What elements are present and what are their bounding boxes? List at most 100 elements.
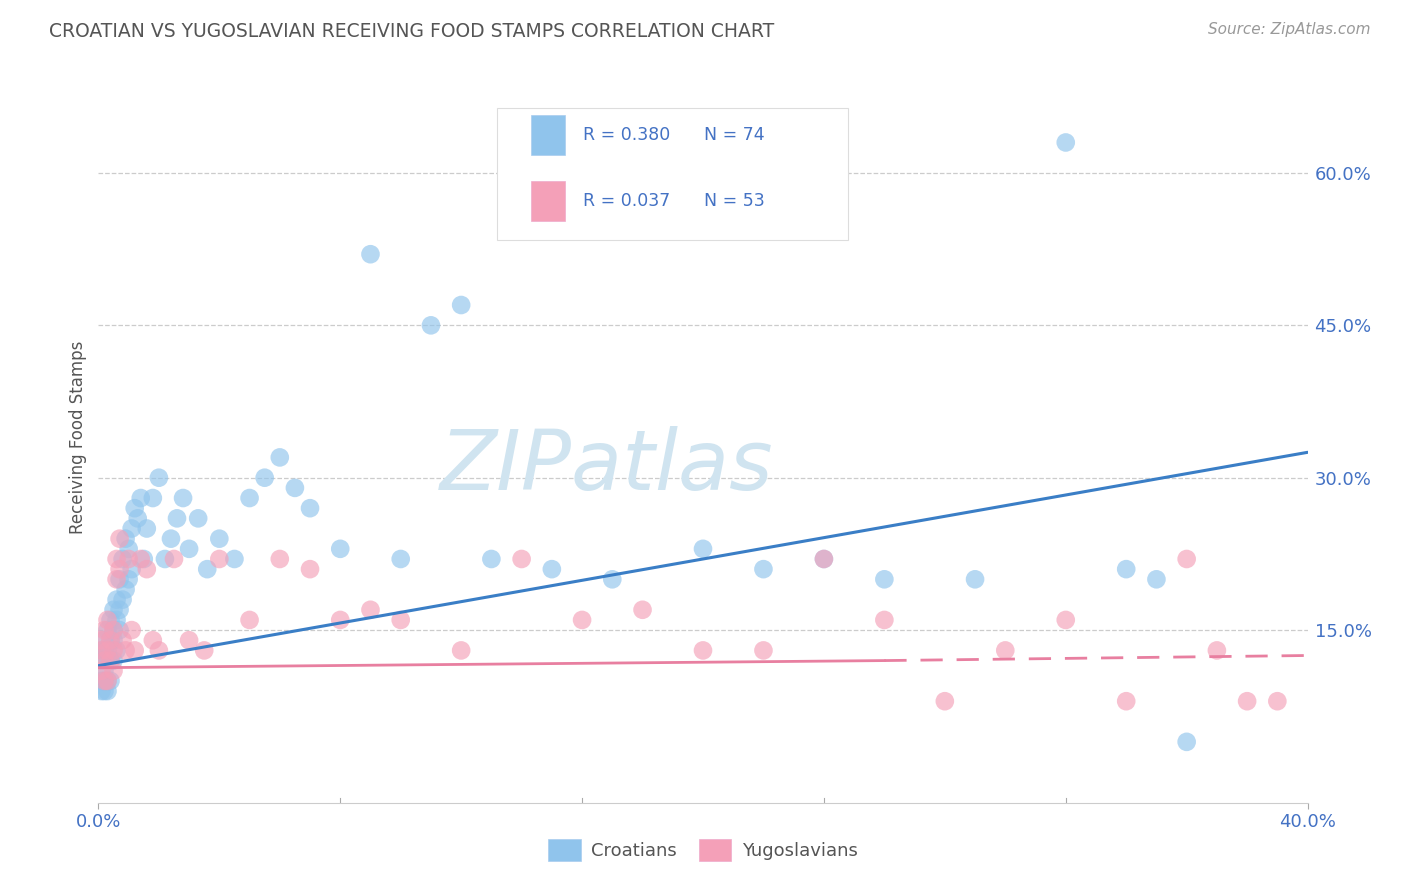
FancyBboxPatch shape [531,181,565,221]
Point [121,562,143,576]
Point [100,613,122,627]
Point [1175,735,1198,749]
Point [105,592,128,607]
Point [111,552,134,566]
Point [103,623,125,637]
Point [179,633,201,648]
Point [93,654,115,668]
Text: N = 53: N = 53 [704,192,765,211]
Point [148,643,170,657]
Point [187,511,209,525]
Point [90,684,112,698]
Point [148,471,170,485]
Point [90,673,112,688]
Point [360,603,382,617]
Point [389,613,412,627]
Point [103,623,125,637]
Point [602,572,624,586]
Point [195,562,218,576]
Point [129,552,152,566]
Point [129,491,152,505]
Point [96,673,118,688]
Point [510,552,533,566]
Point [1115,562,1137,576]
Point [96,684,118,698]
Point [450,643,472,657]
Point [103,643,125,657]
Point [239,491,262,505]
Point [108,562,131,576]
Point [450,298,472,312]
Point [96,643,118,657]
Point [105,552,128,566]
Point [208,532,231,546]
Point [103,664,125,678]
Point [114,643,136,657]
Legend: Croatians, Yugoslavians: Croatians, Yugoslavians [543,834,863,867]
Point [100,633,122,648]
Point [93,673,115,688]
Point [160,532,183,546]
Point [111,633,134,648]
Point [269,552,291,566]
Point [1206,643,1229,657]
Point [90,664,112,678]
Point [118,572,141,586]
Point [284,481,307,495]
Point [153,552,176,566]
Point [172,491,194,505]
Point [108,603,131,617]
Point [994,643,1017,657]
Point [193,643,215,657]
Point [108,623,131,637]
Point [111,592,134,607]
Point [103,654,125,668]
Point [269,450,291,465]
Point [100,654,122,668]
Point [96,643,118,657]
Point [179,541,201,556]
Point [135,521,157,535]
Point [692,541,714,556]
Point [118,552,141,566]
Point [90,654,112,668]
Point [299,501,322,516]
Point [813,552,835,566]
Point [93,643,115,657]
Point [118,541,141,556]
Point [360,247,382,261]
Point [93,633,115,648]
Point [813,552,835,566]
Text: CROATIAN VS YUGOSLAVIAN RECEIVING FOOD STAMPS CORRELATION CHART: CROATIAN VS YUGOSLAVIAN RECEIVING FOOD S… [49,22,775,41]
Point [90,643,112,657]
Point [108,572,131,586]
Point [93,673,115,688]
Point [100,633,122,648]
Point [1115,694,1137,708]
Point [96,654,118,668]
Point [299,562,322,576]
Point [96,673,118,688]
Point [90,643,112,657]
Point [224,552,246,566]
Point [420,318,443,333]
Point [100,673,122,688]
Point [1054,136,1077,150]
Point [481,552,503,566]
Point [163,552,186,566]
Point [124,501,146,516]
Point [90,633,112,648]
Point [752,562,775,576]
Point [965,572,987,586]
Point [253,471,276,485]
Point [105,572,128,586]
Point [121,623,143,637]
Point [752,643,775,657]
Point [1144,572,1167,586]
Point [142,491,165,505]
Point [873,572,896,586]
Point [239,613,262,627]
Point [103,633,125,648]
Point [692,643,714,657]
Point [93,684,115,698]
